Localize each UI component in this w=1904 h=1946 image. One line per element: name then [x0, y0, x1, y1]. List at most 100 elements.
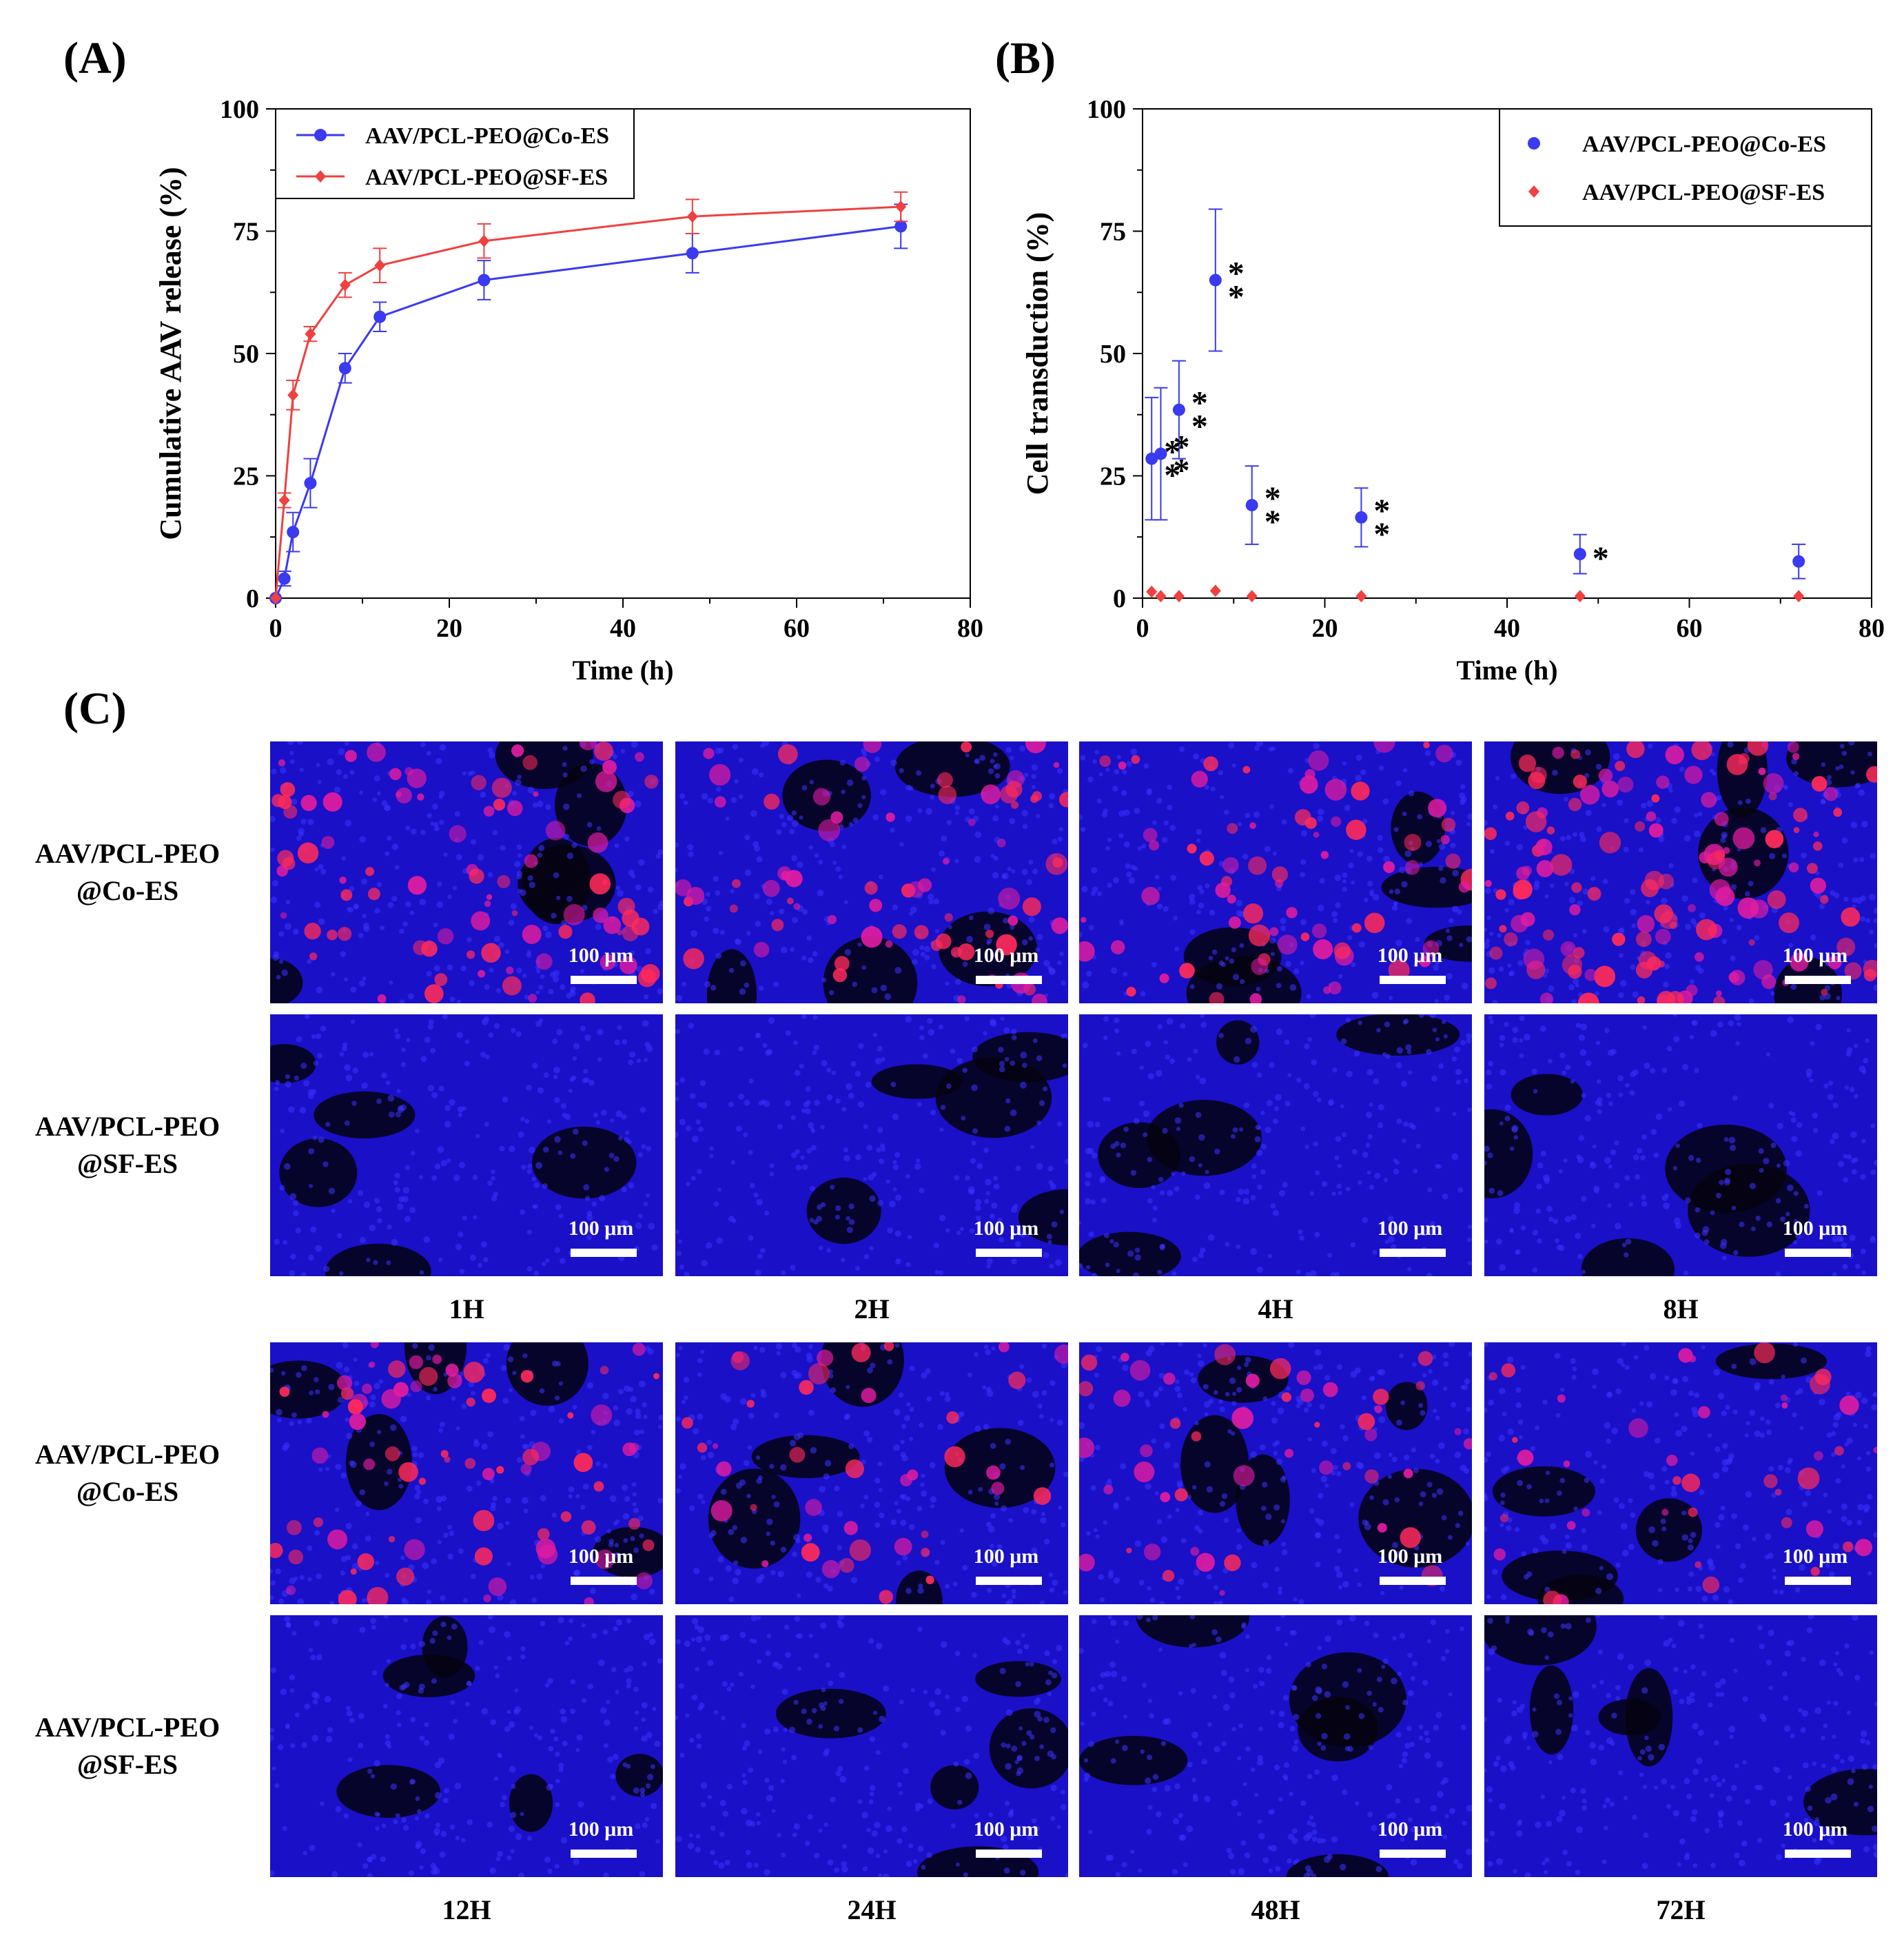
nucleus — [1046, 1233, 1052, 1240]
nucleus — [483, 1257, 489, 1262]
nucleus — [545, 804, 551, 810]
nucleus — [311, 1691, 318, 1698]
nucleus — [1869, 894, 1876, 901]
nucleus — [1573, 1506, 1578, 1511]
nucleus — [393, 1180, 398, 1185]
red-signal — [520, 1370, 534, 1383]
nucleus — [1256, 986, 1261, 992]
nucleus — [772, 981, 779, 987]
nucleus — [1429, 1229, 1435, 1236]
nucleus — [586, 821, 593, 828]
red-signal — [1388, 959, 1410, 981]
image-void — [1484, 1109, 1533, 1199]
nucleus — [1156, 797, 1163, 804]
nucleus — [1759, 1643, 1765, 1650]
nucleus — [873, 1710, 878, 1715]
nucleus — [1211, 1629, 1218, 1635]
nucleus — [697, 1372, 702, 1377]
nucleus — [883, 1849, 888, 1854]
image-void — [270, 1360, 347, 1419]
nucleus — [439, 1422, 446, 1428]
nucleus — [852, 981, 858, 987]
nucleus — [554, 1247, 561, 1253]
nucleus — [1771, 1493, 1777, 1498]
nucleus — [473, 1215, 478, 1220]
nucleus — [700, 1782, 708, 1790]
nucleus — [624, 1496, 631, 1502]
nucleus — [1236, 899, 1243, 907]
red-signal — [1550, 854, 1573, 876]
nucleus — [801, 1014, 807, 1019]
red-signal — [322, 1411, 329, 1418]
nucleus — [1787, 1016, 1794, 1023]
nucleus — [894, 967, 902, 974]
nucleus — [462, 771, 467, 776]
red-signal — [1051, 917, 1068, 934]
nucleus — [920, 1482, 925, 1487]
nucleus — [1652, 1539, 1659, 1547]
nucleus — [1728, 1453, 1734, 1460]
nucleus — [974, 856, 981, 863]
nucleus — [478, 1262, 482, 1268]
nucleus — [647, 886, 654, 893]
red-signal — [908, 881, 925, 898]
nucleus — [791, 1342, 798, 1349]
red-signal — [1543, 1590, 1562, 1604]
nucleus — [1596, 826, 1602, 832]
nucleus — [1542, 1400, 1548, 1405]
nucleus — [591, 1632, 597, 1639]
nucleus — [458, 1548, 464, 1555]
nucleus — [1810, 1041, 1815, 1046]
red-signal — [464, 1457, 476, 1469]
red-signal — [1535, 839, 1553, 856]
nucleus — [627, 1665, 634, 1672]
nucleus — [897, 1838, 903, 1844]
red-signal — [789, 1446, 806, 1463]
nucleus — [1860, 1730, 1867, 1738]
nucleus — [793, 1823, 800, 1830]
nucleus — [1369, 1495, 1374, 1500]
nucleus — [1396, 1047, 1404, 1054]
nucleus — [1840, 1759, 1845, 1764]
nucleus — [1118, 832, 1124, 839]
nucleus — [1396, 1118, 1402, 1125]
scale-bar-label: 100 μm — [973, 1217, 1039, 1240]
nucleus — [549, 1783, 554, 1789]
nucleus — [307, 959, 312, 964]
nucleus — [676, 1251, 682, 1256]
nucleus — [451, 1396, 456, 1401]
nucleus — [1219, 1652, 1227, 1659]
nucleus — [697, 1358, 703, 1364]
nucleus — [400, 1415, 407, 1423]
nucleus — [720, 1488, 727, 1495]
nucleus — [726, 1686, 732, 1692]
nucleus — [1269, 937, 1276, 944]
nucleus — [424, 1036, 431, 1043]
nucleus — [1113, 1242, 1119, 1248]
nucleus — [1522, 1732, 1528, 1738]
nucleus — [1016, 1754, 1023, 1761]
nucleus — [833, 1725, 840, 1732]
red-signal — [589, 873, 611, 894]
nucleus — [1272, 851, 1278, 856]
nucleus — [919, 945, 925, 951]
red-signal — [710, 1500, 733, 1522]
red-signal — [851, 1342, 871, 1362]
nucleus — [1515, 1249, 1521, 1255]
nucleus — [340, 1570, 346, 1576]
nucleus — [316, 1654, 323, 1661]
nucleus — [491, 1502, 497, 1508]
nucleus — [732, 1577, 739, 1584]
nucleus — [358, 932, 364, 939]
nucleus — [487, 1615, 493, 1620]
nucleus — [308, 1148, 315, 1155]
nucleus — [910, 906, 917, 914]
nucleus — [1438, 843, 1446, 850]
nucleus — [532, 1063, 538, 1069]
nucleus — [1289, 1725, 1296, 1732]
nucleus — [1513, 1202, 1521, 1209]
nucleus — [399, 928, 405, 934]
nucleus — [1488, 1061, 1494, 1067]
red-signal — [1488, 1372, 1497, 1381]
nucleus — [1597, 1102, 1603, 1107]
